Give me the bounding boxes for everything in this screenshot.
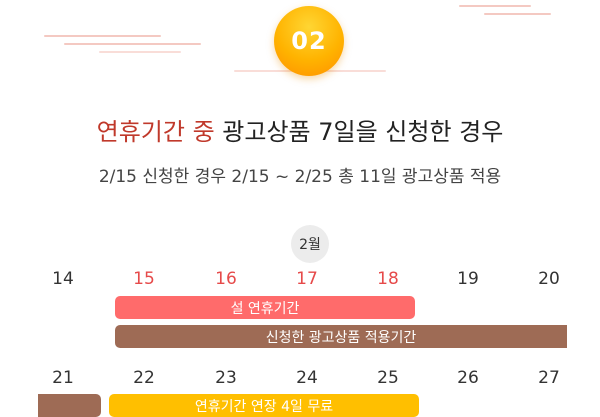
month-label: 2월	[291, 225, 329, 263]
calendar-day: 14	[52, 269, 74, 289]
applied-period-label: 신청한 광고상품 적용기간	[265, 329, 417, 346]
step-number-badge: 02	[274, 6, 344, 76]
cloud-decoration-left	[44, 35, 201, 53]
page-subtitle: 2/15 신청한 경우 2/15 ~ 2/25 총 11일 광고상품 적용	[98, 167, 502, 187]
calendar-day: 23	[215, 368, 237, 388]
calendar-day-holiday: 17	[296, 269, 318, 289]
cloud-decoration-right	[459, 5, 551, 15]
calendar-day: 21	[52, 368, 74, 388]
applied-period-bar: 신청한 광고상품 적용기간	[115, 325, 567, 348]
calendar-day: 25	[377, 368, 399, 388]
calendar-day: 24	[296, 368, 318, 388]
calendar-day: 22	[133, 368, 155, 388]
calendar-day-holiday: 16	[215, 269, 237, 289]
calendar-day: 27	[538, 368, 560, 388]
calendar-day: 26	[457, 368, 479, 388]
calendar-day: 20	[538, 269, 560, 289]
applied-period-bar-continued	[38, 394, 101, 417]
extension-period-bar: 연휴기간 연장 4일 무료	[109, 394, 419, 417]
month-text: 2월	[299, 237, 321, 253]
extension-period-label: 연휴기간 연장 4일 무료	[194, 398, 334, 415]
calendar-day: 19	[457, 269, 479, 289]
calendar-day-holiday: 18	[377, 269, 399, 289]
holiday-period-label: 설 연휴기간	[230, 300, 300, 317]
step-number: 02	[291, 27, 327, 55]
title-highlight: 연휴기간 중	[96, 118, 215, 146]
title-rest: 광고상품 7일을 신청한 경우	[214, 118, 504, 146]
page-title: 연휴기간 중 광고상품 7일을 신청한 경우	[0, 112, 600, 147]
calendar-day-holiday: 15	[133, 269, 155, 289]
holiday-period-bar: 설 연휴기간	[115, 296, 415, 319]
